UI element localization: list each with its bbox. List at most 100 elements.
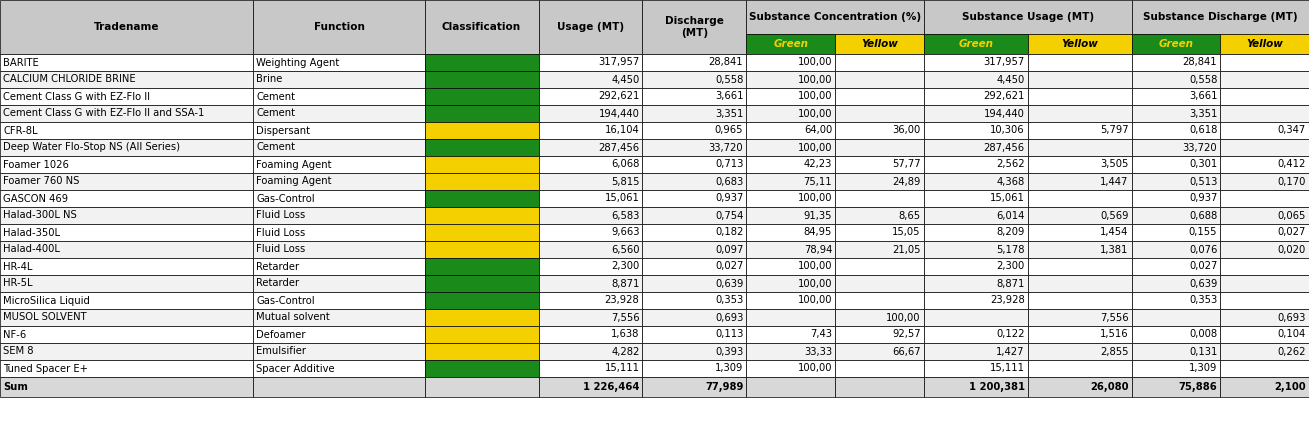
Text: Green: Green (1158, 39, 1194, 49)
Bar (424, 0, 538, 54)
Text: 26,080: 26,080 (1090, 382, 1128, 392)
Text: Mutual solvent: Mutual solvent (257, 312, 330, 323)
Bar (538, 71, 643, 88)
Text: 57,77: 57,77 (893, 159, 920, 170)
Text: 8,871: 8,871 (996, 279, 1025, 288)
Bar (746, 173, 835, 190)
Text: 0,965: 0,965 (715, 125, 744, 135)
Bar (1131, 54, 1220, 71)
Bar (1131, 377, 1220, 397)
Bar (424, 241, 538, 258)
Bar (746, 190, 835, 207)
Bar (746, 122, 835, 139)
Text: 0,097: 0,097 (715, 244, 744, 255)
Bar (1028, 173, 1131, 190)
Bar (924, 105, 1028, 122)
Bar (1131, 343, 1220, 360)
Text: Spacer Additive: Spacer Additive (257, 364, 335, 373)
Text: 1 226,464: 1 226,464 (583, 382, 640, 392)
Text: 0,027: 0,027 (1278, 227, 1306, 238)
Bar (424, 88, 538, 105)
Bar (1131, 71, 1220, 88)
Text: 36,00: 36,00 (893, 125, 920, 135)
Text: MicroSilica Liquid: MicroSilica Liquid (3, 295, 90, 306)
Text: 0,713: 0,713 (715, 159, 744, 170)
Bar (424, 360, 538, 377)
Text: 24,89: 24,89 (893, 177, 920, 186)
Bar (924, 139, 1028, 156)
Bar (835, 292, 924, 309)
Text: 0,693: 0,693 (715, 312, 744, 323)
Text: 0,688: 0,688 (1189, 210, 1217, 221)
Bar (835, 122, 924, 139)
Bar (254, 292, 424, 309)
Bar (835, 377, 924, 397)
Text: 1,638: 1,638 (611, 329, 640, 340)
Text: 1,454: 1,454 (1101, 227, 1128, 238)
Bar (835, 309, 924, 326)
Text: Halad-350L: Halad-350L (3, 227, 60, 238)
Text: 33,720: 33,720 (1182, 142, 1217, 153)
Bar (746, 241, 835, 258)
Bar (1220, 309, 1309, 326)
Text: SEM 8: SEM 8 (3, 347, 34, 356)
Text: 4,282: 4,282 (611, 347, 640, 356)
Text: 0,182: 0,182 (715, 227, 744, 238)
Bar (1220, 207, 1309, 224)
Text: 64,00: 64,00 (804, 125, 833, 135)
Bar (424, 139, 538, 156)
Bar (424, 275, 538, 292)
Bar (835, 343, 924, 360)
Text: 317,957: 317,957 (598, 57, 640, 68)
Text: Gas-Control: Gas-Control (257, 295, 315, 306)
Text: Sum: Sum (3, 382, 27, 392)
Text: 2,855: 2,855 (1100, 347, 1128, 356)
Text: 9,663: 9,663 (611, 227, 640, 238)
Text: 1,447: 1,447 (1101, 177, 1128, 186)
Text: 2,300: 2,300 (611, 262, 640, 271)
Text: Usage (MT): Usage (MT) (556, 22, 624, 32)
Text: 4,450: 4,450 (611, 74, 640, 85)
Text: 0,693: 0,693 (1278, 312, 1306, 323)
Bar (538, 360, 643, 377)
Bar (538, 156, 643, 173)
Bar (643, 309, 746, 326)
Text: 42,23: 42,23 (804, 159, 833, 170)
Bar (424, 377, 538, 397)
Bar (0, 71, 254, 88)
Bar (538, 258, 643, 275)
Bar (643, 292, 746, 309)
Bar (924, 122, 1028, 139)
Text: 100,00: 100,00 (797, 109, 833, 118)
Bar (643, 241, 746, 258)
Text: 15,061: 15,061 (990, 194, 1025, 203)
Bar (924, 173, 1028, 190)
Bar (835, 275, 924, 292)
Bar (1028, 156, 1131, 173)
Bar (1028, 88, 1131, 105)
Text: Fluid Loss: Fluid Loss (257, 244, 306, 255)
Bar (746, 360, 835, 377)
Bar (538, 88, 643, 105)
Text: 8,65: 8,65 (899, 210, 920, 221)
Text: 10,306: 10,306 (990, 125, 1025, 135)
Bar (0, 105, 254, 122)
Bar (0, 88, 254, 105)
Bar (1220, 34, 1309, 54)
Bar (1220, 292, 1309, 309)
Bar (1028, 224, 1131, 241)
Bar (424, 258, 538, 275)
Text: MUSOL SOLVENT: MUSOL SOLVENT (3, 312, 86, 323)
Bar (1131, 88, 1220, 105)
Bar (835, 156, 924, 173)
Text: 23,928: 23,928 (990, 295, 1025, 306)
Bar (1028, 105, 1131, 122)
Bar (254, 275, 424, 292)
Text: Halad-300L NS: Halad-300L NS (3, 210, 77, 221)
Bar (924, 275, 1028, 292)
Bar (1220, 275, 1309, 292)
Text: 317,957: 317,957 (983, 57, 1025, 68)
Bar (924, 71, 1028, 88)
Bar (1220, 156, 1309, 173)
Text: 21,05: 21,05 (893, 244, 920, 255)
